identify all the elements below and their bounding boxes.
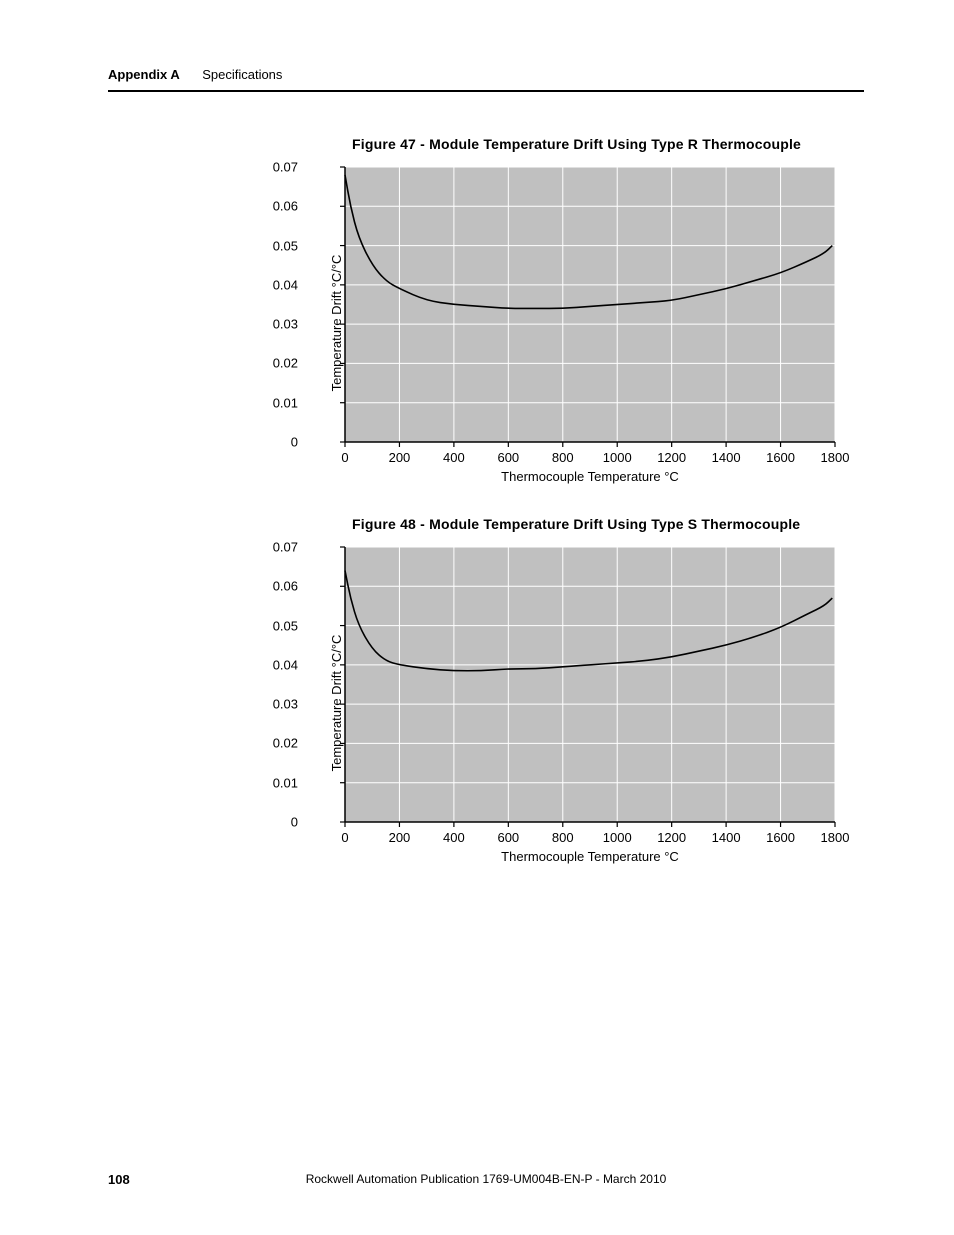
figure-48-plot (340, 542, 840, 827)
figure-47-xticks: 020040060080010001200140016001800 (340, 447, 840, 465)
figure-47-title: Figure 47 - Module Temperature Drift Usi… (352, 136, 840, 152)
header-section: Specifications (202, 67, 282, 82)
xtick-label: 1200 (657, 450, 686, 465)
xtick-label: 800 (552, 450, 574, 465)
xtick-label: 1600 (766, 830, 795, 845)
figure-48-ylabel: Temperature Drift °C/°C (329, 635, 344, 772)
ytick-label: 0.03 (260, 317, 298, 332)
ytick-label: 0.03 (260, 697, 298, 712)
ytick-label: 0.04 (260, 657, 298, 672)
xtick-label: 1600 (766, 450, 795, 465)
xtick-label: 200 (389, 450, 411, 465)
xtick-label: 0 (341, 830, 348, 845)
ytick-label: 0.06 (260, 199, 298, 214)
ytick-label: 0.01 (260, 775, 298, 790)
figure-47-plot (340, 162, 840, 447)
xtick-label: 1200 (657, 830, 686, 845)
ytick-label: 0.06 (260, 579, 298, 594)
xtick-label: 1000 (603, 450, 632, 465)
figure-48-xlabel: Thermocouple Temperature °C (340, 849, 840, 864)
publication-info: Rockwell Automation Publication 1769-UM0… (306, 1172, 667, 1186)
xtick-label: 400 (443, 830, 465, 845)
xtick-label: 600 (497, 830, 519, 845)
figure-47-xlabel: Thermocouple Temperature °C (340, 469, 840, 484)
xtick-label: 1000 (603, 830, 632, 845)
xtick-label: 1800 (821, 830, 850, 845)
page-number: 108 (108, 1172, 130, 1187)
xtick-label: 200 (389, 830, 411, 845)
header-appendix: Appendix A (108, 67, 180, 82)
ytick-label: 0.05 (260, 618, 298, 633)
ytick-label: 0.02 (260, 356, 298, 371)
xtick-label: 1400 (712, 450, 741, 465)
figure-48-title: Figure 48 - Module Temperature Drift Usi… (352, 516, 840, 532)
figure-47-ylabel: Temperature Drift °C/°C (329, 255, 344, 392)
figure-48-xticks: 020040060080010001200140016001800 (340, 827, 840, 845)
figure-48-chart: Temperature Drift °C/°C 00.010.020.030.0… (300, 542, 840, 864)
figure-47: Figure 47 - Module Temperature Drift Usi… (300, 136, 840, 484)
ytick-label: 0 (260, 435, 298, 450)
xtick-label: 400 (443, 450, 465, 465)
xtick-label: 1400 (712, 830, 741, 845)
figure-47-chart: Temperature Drift °C/°C 00.010.020.030.0… (300, 162, 840, 484)
ytick-label: 0.02 (260, 736, 298, 751)
ytick-label: 0 (260, 815, 298, 830)
xtick-label: 600 (497, 450, 519, 465)
xtick-label: 800 (552, 830, 574, 845)
ytick-label: 0.07 (260, 540, 298, 555)
figure-48: Figure 48 - Module Temperature Drift Usi… (300, 516, 840, 864)
page-header: Appendix A Specifications (108, 66, 864, 92)
ytick-label: 0.05 (260, 238, 298, 253)
xtick-label: 1800 (821, 450, 850, 465)
ytick-label: 0.04 (260, 277, 298, 292)
ytick-label: 0.07 (260, 160, 298, 175)
page-footer: 108 Rockwell Automation Publication 1769… (108, 1172, 864, 1187)
ytick-label: 0.01 (260, 395, 298, 410)
xtick-label: 0 (341, 450, 348, 465)
